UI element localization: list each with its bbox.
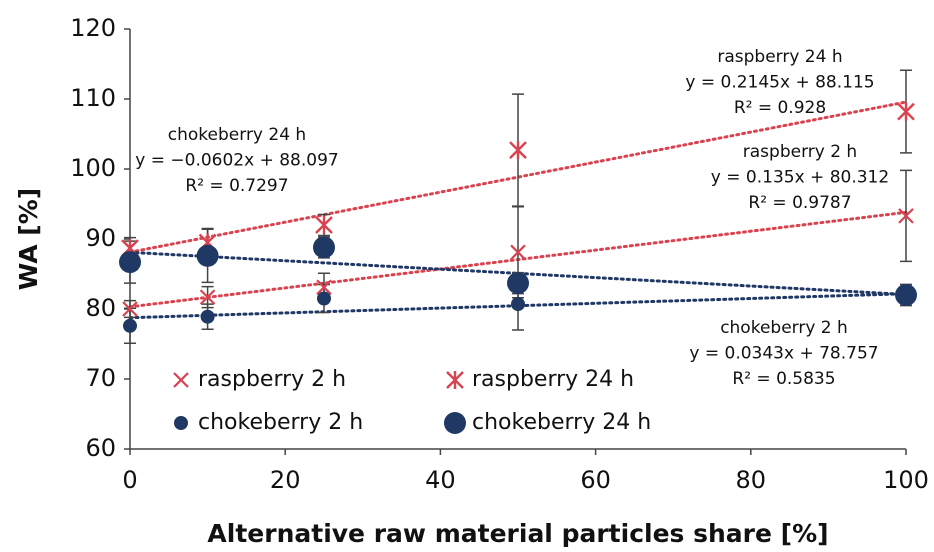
trend-line [128, 292, 908, 320]
trend-annotation: y = 0.135x + 80.312 [711, 168, 889, 188]
data-point [511, 297, 525, 312]
y-tick-label: 100 [70, 154, 116, 182]
trend-annotation: y = 0.2145x + 88.115 [685, 73, 874, 93]
legend-marker [446, 371, 464, 389]
y-tick-label: 120 [70, 14, 116, 42]
trend-annotation: chokeberry 2 h [720, 318, 848, 338]
trend-annotation: y = −0.0602x + 88.097 [135, 151, 338, 171]
legend-label: raspberry 24 h [472, 367, 634, 392]
data-point [898, 208, 914, 224]
data-point [510, 244, 526, 261]
legend-label: chokeberry 2 h [198, 410, 363, 435]
data-point [123, 318, 137, 333]
y-axis-title: WA [%] [14, 188, 43, 290]
trend-annotation: R² = 0.7297 [185, 176, 288, 196]
data-point [895, 284, 917, 306]
data-point [196, 244, 219, 267]
trend-annotation: R² = 0.5835 [732, 369, 835, 389]
y-tick-label: 70 [85, 364, 116, 392]
trend-annotation: y = 0.0343x + 78.757 [689, 344, 878, 364]
legend-marker [444, 412, 466, 434]
y-tick-label: 60 [85, 434, 116, 462]
x-tick-label: 80 [736, 466, 767, 494]
x-axis-title: Alternative raw material particles share… [207, 519, 828, 548]
trend-annotation: raspberry 24 h [717, 47, 842, 67]
x-tick-label: 60 [580, 466, 611, 494]
x-tick-label: 20 [270, 466, 301, 494]
data-point [315, 216, 333, 234]
data-point [199, 289, 216, 305]
legend-marker [174, 416, 188, 430]
x-tick-label: 100 [883, 466, 929, 494]
data-point [122, 301, 138, 317]
y-tick-label: 90 [85, 224, 116, 252]
data-point [507, 272, 529, 295]
data-point [509, 141, 527, 160]
y-tick-label: 80 [85, 294, 116, 322]
trend-annotation: chokeberry 24 h [168, 125, 306, 145]
data-point [119, 251, 141, 274]
legend-label: raspberry 2 h [198, 367, 346, 392]
data-point [317, 291, 331, 306]
data-point [200, 309, 215, 324]
x-tick-label: 0 [122, 466, 137, 494]
data-point [313, 236, 335, 259]
x-tick-label: 40 [425, 466, 456, 494]
trend-annotation: raspberry 2 h [743, 142, 857, 162]
y-tick-label: 110 [70, 84, 116, 112]
legend-label: chokeberry 24 h [472, 410, 651, 435]
data-point [316, 279, 332, 296]
trend-annotation: R² = 0.9787 [748, 193, 851, 213]
data-point [897, 102, 915, 121]
trend-annotation: R² = 0.928 [734, 98, 826, 118]
legend-marker [173, 372, 189, 388]
